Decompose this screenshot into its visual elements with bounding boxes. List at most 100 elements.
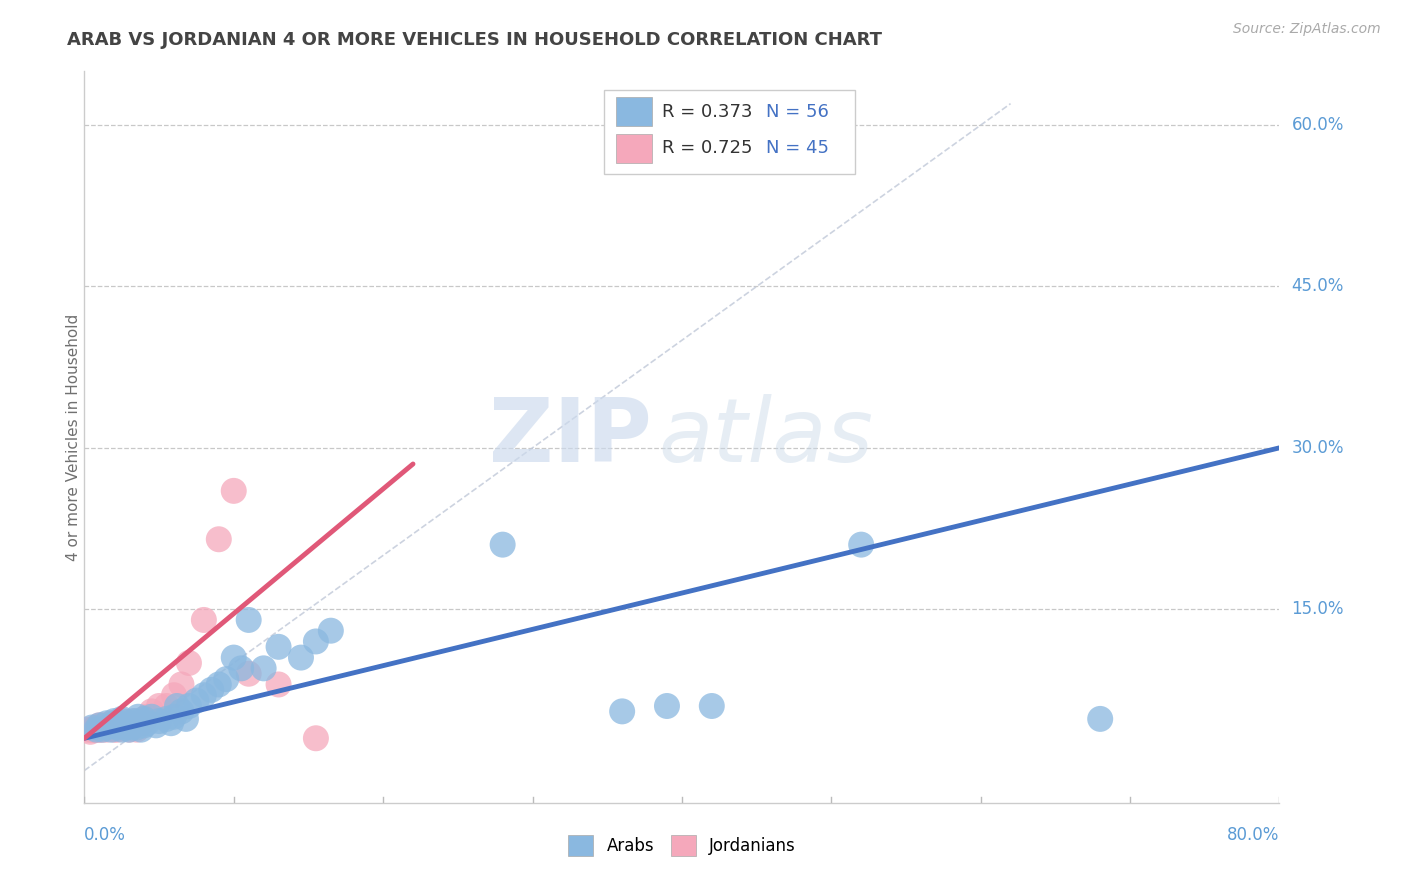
Point [118, 716, 141, 731]
Point [91, 723, 114, 737]
Point [174, 712, 197, 726]
Point [94, 721, 117, 735]
Point [305, 634, 328, 648]
Point [82, 723, 104, 737]
Point [1090, 712, 1112, 726]
Point [136, 716, 159, 731]
FancyBboxPatch shape [616, 134, 652, 163]
Text: R = 0.373: R = 0.373 [662, 103, 752, 120]
Point [79, 724, 101, 739]
Text: atlas: atlas [658, 394, 873, 480]
Point [492, 538, 515, 552]
Point [215, 672, 238, 686]
Point [238, 613, 260, 627]
Text: N = 45: N = 45 [766, 139, 828, 157]
Point [655, 698, 678, 713]
Point [118, 723, 141, 737]
Point [177, 656, 200, 670]
Text: 80.0%: 80.0% [1227, 827, 1279, 845]
Point [98, 721, 121, 735]
Point [253, 661, 276, 675]
Point [89, 718, 111, 732]
Point [127, 710, 149, 724]
Point [96, 723, 118, 737]
Point [100, 716, 122, 731]
Point [80, 723, 103, 737]
Point [111, 712, 134, 726]
Point [163, 688, 186, 702]
Legend: Arabs, Jordanians: Arabs, Jordanians [560, 827, 804, 864]
Text: N = 56: N = 56 [766, 103, 828, 120]
Text: 15.0%: 15.0% [1292, 600, 1344, 618]
Point [155, 712, 177, 726]
Point [86, 721, 108, 735]
Point [129, 716, 152, 731]
Point [105, 721, 128, 735]
FancyBboxPatch shape [605, 90, 855, 174]
Point [105, 715, 128, 730]
Point [115, 715, 138, 730]
Point [132, 714, 156, 728]
Point [267, 677, 290, 691]
Text: 45.0%: 45.0% [1292, 277, 1344, 295]
Text: Source: ZipAtlas.com: Source: ZipAtlas.com [1233, 22, 1381, 37]
Text: R = 0.725: R = 0.725 [662, 139, 752, 157]
Point [76, 723, 98, 737]
Point [89, 723, 111, 737]
Point [87, 723, 110, 737]
Point [86, 723, 108, 737]
Point [305, 731, 328, 746]
Point [238, 666, 260, 681]
Point [166, 698, 188, 713]
Point [83, 723, 105, 737]
Point [700, 698, 723, 713]
Point [145, 718, 167, 732]
Point [125, 715, 148, 730]
Text: 60.0%: 60.0% [1292, 116, 1344, 134]
Point [110, 718, 132, 732]
Point [124, 714, 146, 728]
Point [91, 718, 114, 732]
Point [200, 682, 222, 697]
Point [267, 640, 290, 654]
Point [612, 705, 634, 719]
Point [97, 718, 120, 732]
Point [129, 723, 152, 737]
Point [851, 538, 873, 552]
FancyBboxPatch shape [616, 97, 652, 127]
Point [148, 698, 170, 713]
Point [101, 721, 124, 735]
Point [118, 718, 141, 732]
Point [103, 718, 125, 732]
Point [177, 698, 200, 713]
Point [222, 483, 245, 498]
Point [89, 718, 111, 732]
Point [132, 712, 156, 726]
Point [100, 723, 122, 737]
Point [148, 714, 170, 728]
Point [121, 721, 143, 735]
Point [112, 714, 135, 728]
Point [319, 624, 342, 638]
Point [125, 721, 148, 735]
Point [96, 721, 118, 735]
Point [208, 533, 231, 547]
Point [170, 677, 193, 691]
Text: ZIP: ZIP [489, 393, 652, 481]
Point [80, 721, 103, 735]
Point [115, 721, 138, 735]
Point [118, 723, 141, 737]
Point [193, 613, 215, 627]
Point [122, 714, 145, 728]
Point [103, 716, 125, 731]
Point [160, 716, 183, 731]
Point [125, 723, 148, 737]
Point [208, 677, 231, 691]
Text: 0.0%: 0.0% [84, 827, 127, 845]
Point [121, 718, 143, 732]
Point [96, 716, 118, 731]
Text: ARAB VS JORDANIAN 4 OR MORE VEHICLES IN HOUSEHOLD CORRELATION CHART: ARAB VS JORDANIAN 4 OR MORE VEHICLES IN … [67, 31, 883, 49]
Point [193, 688, 215, 702]
Point [186, 693, 208, 707]
Point [163, 710, 186, 724]
